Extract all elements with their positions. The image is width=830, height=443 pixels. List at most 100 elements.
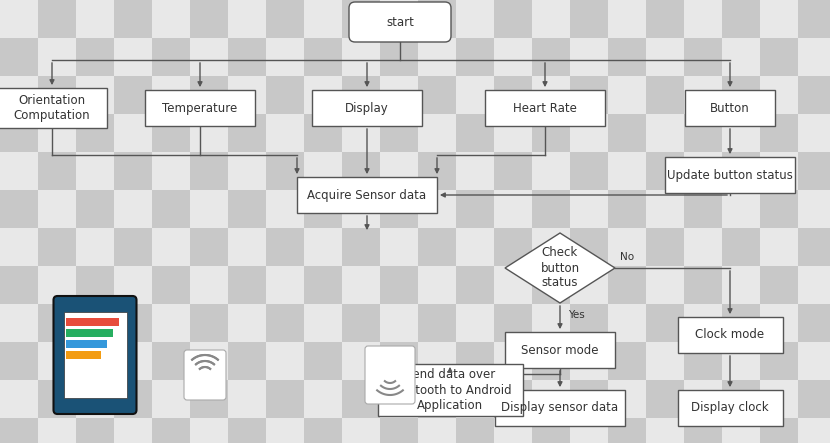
Bar <box>722 190 760 228</box>
Text: Temperature: Temperature <box>163 101 237 114</box>
Bar <box>342 152 380 190</box>
Bar <box>0 152 38 190</box>
Text: Yes: Yes <box>568 310 585 320</box>
Bar <box>760 342 798 380</box>
Bar <box>114 152 152 190</box>
Bar <box>266 342 304 380</box>
Bar <box>570 228 608 266</box>
Bar <box>190 228 228 266</box>
Bar <box>532 266 570 304</box>
Bar <box>418 114 456 152</box>
Bar <box>456 76 494 114</box>
Bar <box>646 266 684 304</box>
Bar <box>266 228 304 266</box>
Bar <box>646 304 684 342</box>
Bar <box>646 380 684 418</box>
Bar <box>228 76 266 114</box>
Bar <box>76 76 114 114</box>
Bar <box>760 38 798 76</box>
Bar <box>114 418 152 443</box>
Bar <box>608 76 646 114</box>
Bar <box>684 304 722 342</box>
Bar <box>722 38 760 76</box>
Bar <box>342 266 380 304</box>
Bar <box>76 266 114 304</box>
Bar <box>532 38 570 76</box>
Bar <box>152 76 190 114</box>
Bar <box>798 266 830 304</box>
Bar <box>304 190 342 228</box>
Bar <box>342 76 380 114</box>
Bar <box>38 228 76 266</box>
Bar <box>228 266 266 304</box>
Bar <box>76 0 114 38</box>
Bar <box>570 266 608 304</box>
Bar <box>684 342 722 380</box>
Bar <box>380 304 418 342</box>
Bar <box>608 380 646 418</box>
Bar <box>456 266 494 304</box>
Bar <box>494 266 532 304</box>
Bar <box>798 380 830 418</box>
Bar <box>228 38 266 76</box>
Bar <box>266 190 304 228</box>
Bar <box>608 266 646 304</box>
Bar <box>380 228 418 266</box>
Bar <box>266 266 304 304</box>
Bar <box>684 418 722 443</box>
Bar <box>76 304 114 342</box>
Text: Acquire Sensor data: Acquire Sensor data <box>307 189 427 202</box>
Bar <box>456 0 494 38</box>
Bar <box>456 38 494 76</box>
Bar <box>380 190 418 228</box>
Bar <box>608 38 646 76</box>
Bar <box>304 152 342 190</box>
Bar <box>798 190 830 228</box>
Bar <box>418 190 456 228</box>
Bar <box>760 228 798 266</box>
Bar <box>505 332 615 368</box>
Bar <box>66 318 119 326</box>
Bar <box>760 76 798 114</box>
Bar <box>0 114 38 152</box>
Bar <box>494 76 532 114</box>
Bar <box>266 0 304 38</box>
Bar <box>722 228 760 266</box>
Bar <box>342 38 380 76</box>
Text: No: No <box>620 252 634 262</box>
Bar <box>304 304 342 342</box>
Bar <box>570 0 608 38</box>
Bar <box>190 380 228 418</box>
Bar <box>798 38 830 76</box>
Text: Heart Rate: Heart Rate <box>513 101 577 114</box>
Bar <box>145 90 255 126</box>
Bar <box>456 152 494 190</box>
Bar <box>66 351 101 359</box>
Bar <box>760 190 798 228</box>
Bar <box>190 190 228 228</box>
Bar <box>646 418 684 443</box>
Text: Clock mode: Clock mode <box>696 329 764 342</box>
Bar <box>114 380 152 418</box>
Bar <box>570 418 608 443</box>
Bar <box>722 152 760 190</box>
Bar <box>570 342 608 380</box>
Bar <box>114 38 152 76</box>
Bar <box>0 0 38 38</box>
Bar <box>304 228 342 266</box>
Bar <box>760 380 798 418</box>
Bar <box>380 76 418 114</box>
Bar <box>76 190 114 228</box>
Bar <box>0 266 38 304</box>
Bar <box>38 152 76 190</box>
Bar <box>532 418 570 443</box>
Bar <box>418 380 456 418</box>
Bar <box>342 228 380 266</box>
Bar <box>0 76 38 114</box>
Bar <box>190 342 228 380</box>
Bar <box>76 228 114 266</box>
Bar <box>342 380 380 418</box>
Bar <box>456 342 494 380</box>
Bar <box>684 152 722 190</box>
Bar <box>312 90 422 126</box>
